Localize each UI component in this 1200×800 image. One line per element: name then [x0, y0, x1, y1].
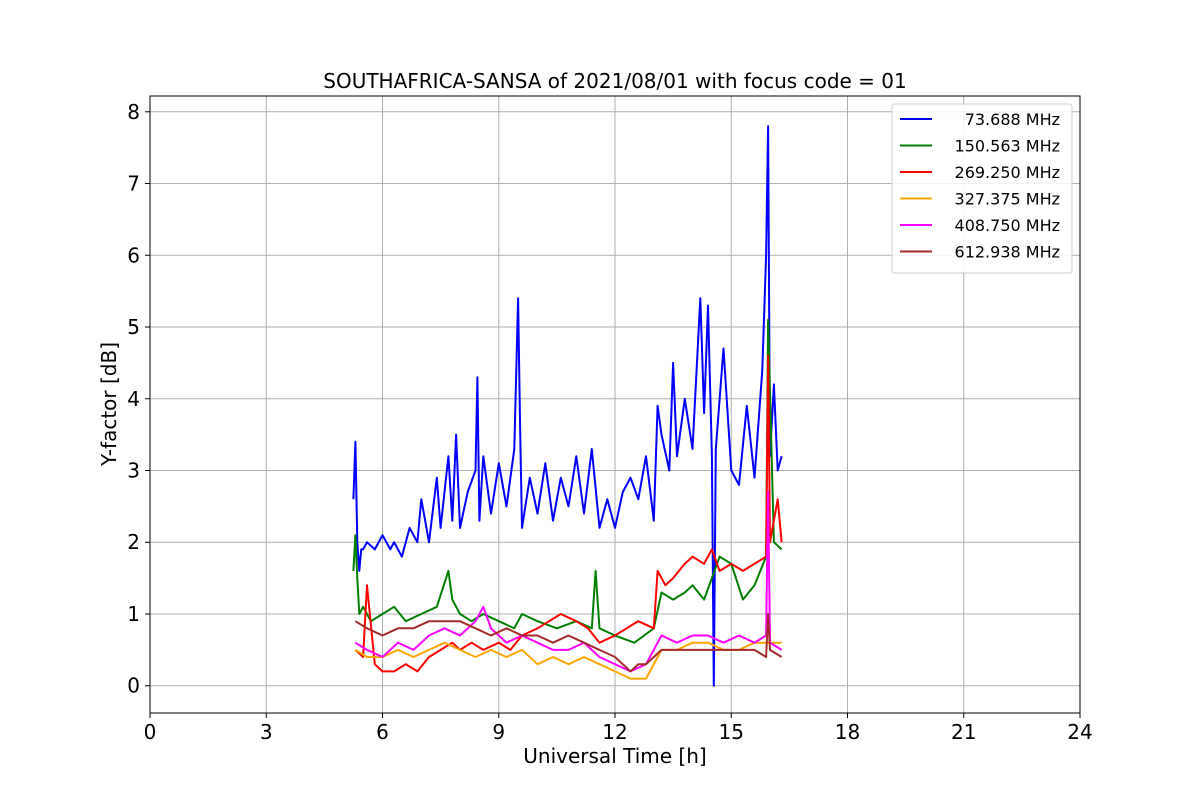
legend-entry: 73.688 MHz [965, 110, 1060, 129]
x-tick-label: 15 [719, 720, 744, 744]
y-tick-label: 6 [127, 243, 140, 267]
x-axis-label: Universal Time [h] [523, 744, 706, 768]
x-tick-label: 24 [1067, 720, 1092, 744]
legend: 73.688 MHz 150.563 MHz 269.250 MHz 327.375 … [891, 103, 1073, 274]
x-tick-label: 9 [492, 720, 505, 744]
y-tick-label: 4 [127, 387, 140, 411]
x-tick-label: 12 [602, 720, 627, 744]
x-tick-label: 3 [260, 720, 273, 744]
y-tick-label: 1 [127, 602, 140, 626]
x-tick-label: 21 [951, 720, 976, 744]
y-tick-label: 5 [127, 315, 140, 339]
chart-title: SOUTHAFRICA-SANSA of 2021/08/01 with foc… [323, 69, 907, 93]
legend-box [891, 103, 1073, 274]
x-tick-label: 6 [376, 720, 389, 744]
legend-entry: 408.750 MHz [955, 216, 1060, 235]
legend-entry: 612.938 MHz [955, 243, 1060, 262]
legend-entry: 150.563 MHz [955, 137, 1060, 156]
y-tick-label: 7 [127, 172, 140, 196]
series-line-5 [354, 613, 783, 673]
series-line-1 [352, 318, 783, 644]
series-line-2 [354, 354, 783, 673]
legend-entry: 269.250 MHz [955, 163, 1060, 182]
series-lines [352, 125, 783, 687]
y-tick-label: 3 [127, 459, 140, 483]
y-tick-label: 0 [127, 674, 140, 698]
series-line-4 [354, 491, 783, 673]
series-line-3 [354, 641, 782, 680]
y-axis-label: Y-factor [dB] [97, 342, 121, 467]
y-tick-label: 8 [127, 100, 140, 124]
legend-entry: 327.375 MHz [955, 190, 1060, 209]
x-tick-label: 0 [144, 720, 157, 744]
x-tick-label: 18 [835, 720, 860, 744]
y-tick-label: 2 [127, 530, 140, 554]
